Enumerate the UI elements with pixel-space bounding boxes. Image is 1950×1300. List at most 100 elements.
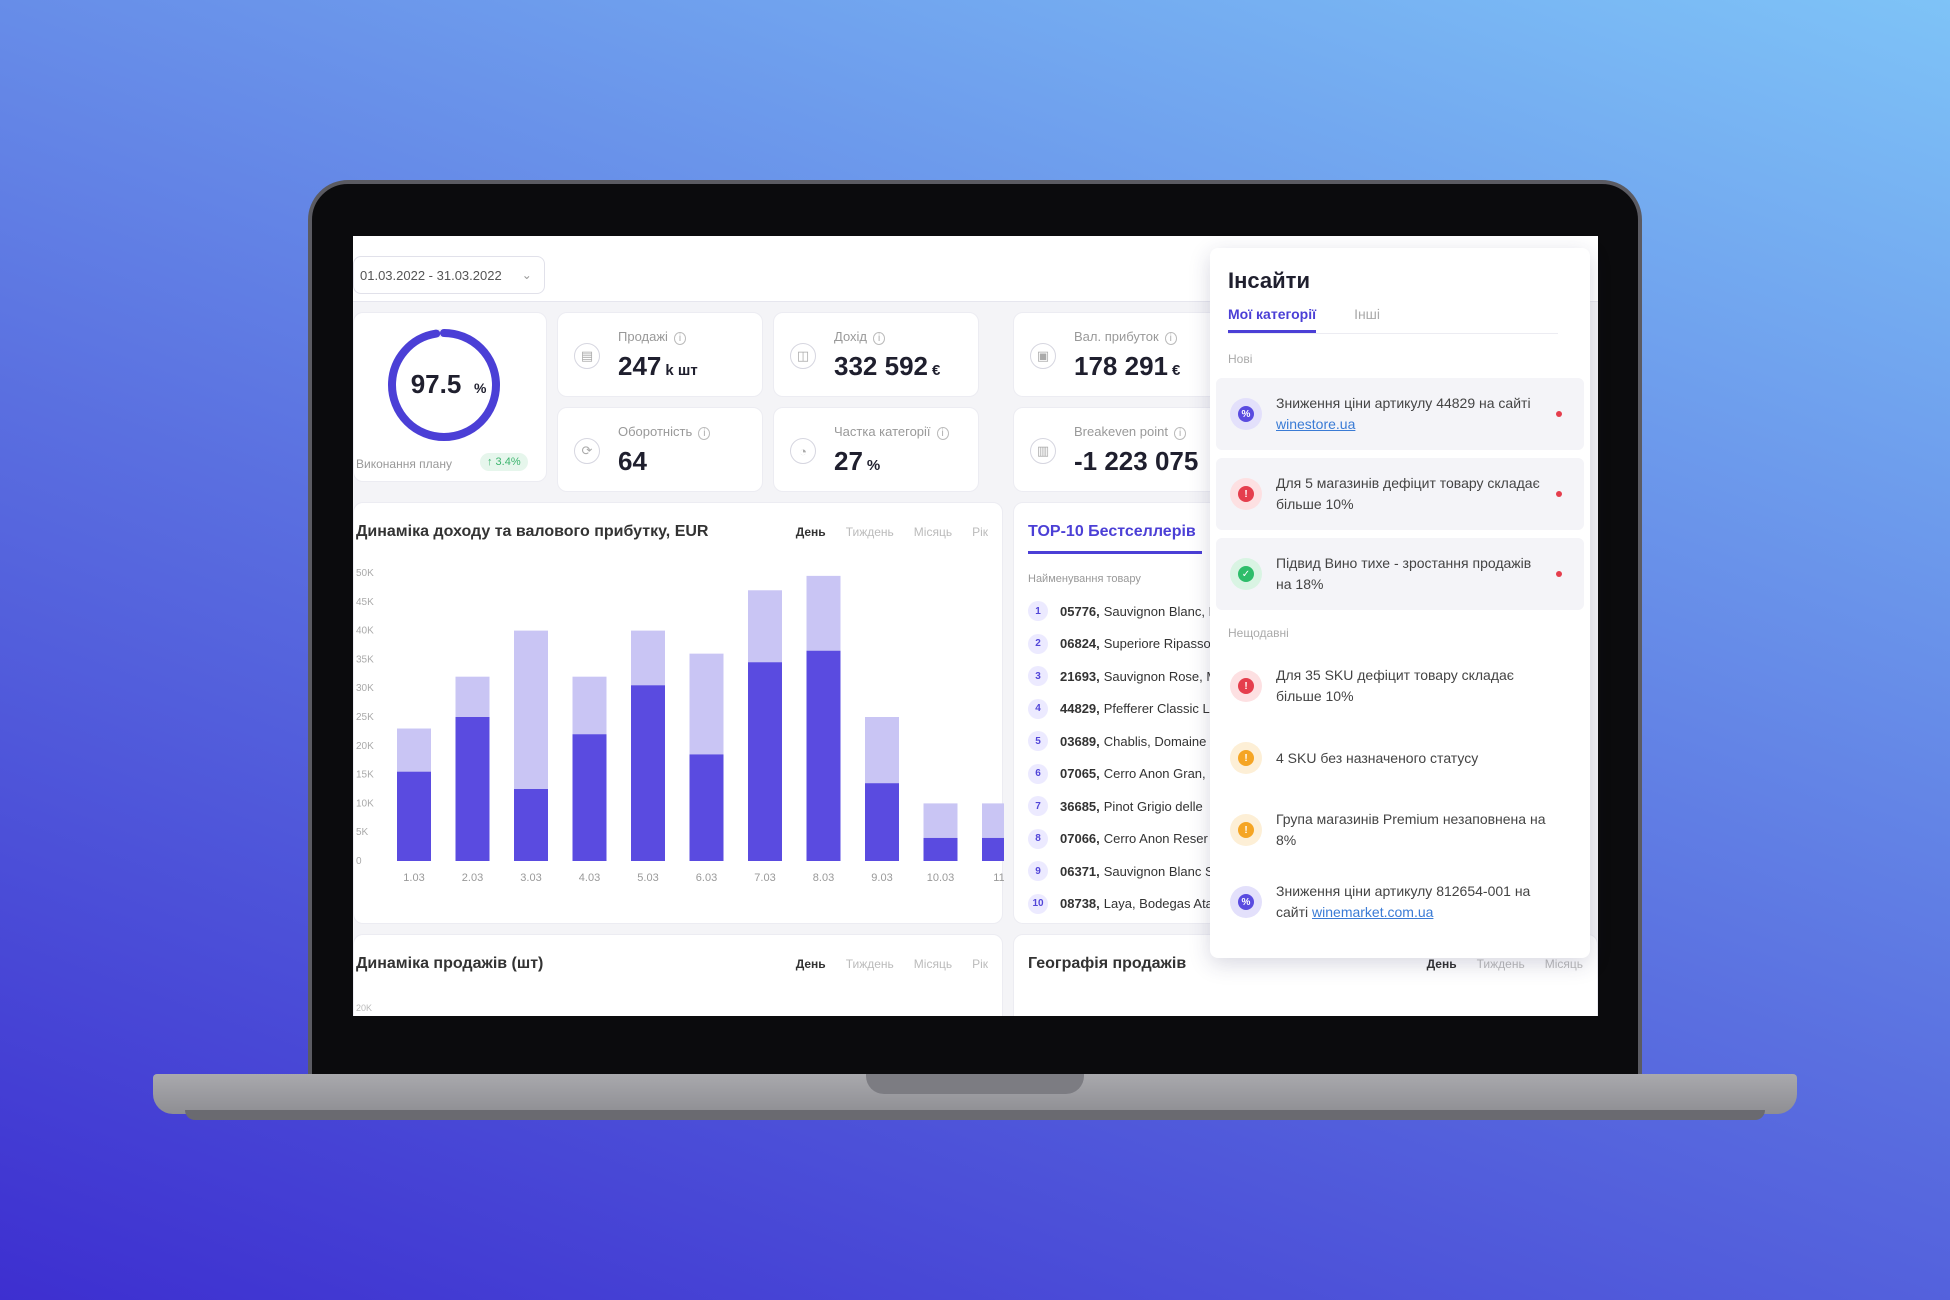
item-name: Chablis, Domaine <box>1103 733 1207 749</box>
insight-item[interactable]: % Зниження ціни артикулу 812654-001 на с… <box>1216 866 1584 938</box>
bar-profit[interactable] <box>572 734 607 861</box>
list-icon: ▤ <box>574 343 600 369</box>
period-tab-day[interactable]: День <box>795 957 826 971</box>
list-item[interactable]: 5 03689, Chablis, Domaine <box>1028 725 1232 758</box>
period-tab-day[interactable]: День <box>1426 957 1457 971</box>
insight-item[interactable]: % Зниження ціни артикулу 44829 на сайті … <box>1216 378 1584 450</box>
list-item[interactable]: 4 44829, Pfefferer Classic L <box>1028 693 1232 726</box>
kpi-label: Частка категорії <box>834 424 931 439</box>
refresh-icon: ⟳ <box>574 438 600 464</box>
x-tick-label: 7.03 <box>754 872 775 884</box>
item-code: 07065, <box>1060 766 1100 782</box>
bar-profit[interactable] <box>455 717 490 861</box>
insight-item[interactable]: ! Група магазинів Premium незаповнена на… <box>1216 794 1584 866</box>
y-tick-label: 5K <box>356 827 369 838</box>
list-item[interactable]: 10 08738, Laya, Bodegas Ata <box>1028 888 1232 921</box>
bar-profit[interactable] <box>982 837 1004 861</box>
kpi-value: 178 291 <box>1074 351 1168 381</box>
info-icon[interactable]: i <box>673 332 687 345</box>
kpi-unit: € <box>931 362 941 379</box>
bar-profit[interactable] <box>631 685 665 861</box>
section-new-label: Нові <box>1228 352 1253 366</box>
y-tick-label: 15K <box>356 770 374 781</box>
bar-profit[interactable] <box>865 783 899 861</box>
list-item[interactable]: 8 07066, Cerro Anon Reser <box>1028 823 1232 856</box>
rank-badge: 7 <box>1028 796 1048 817</box>
kpi-label: Оборотність <box>618 424 693 439</box>
kpi-value: 64 <box>618 446 647 476</box>
tab-other[interactable]: Інші <box>1354 306 1381 322</box>
period-tab-month[interactable]: Місяць <box>1544 957 1583 971</box>
insight-text: Зниження ціни артикулу 812654-001 на сай… <box>1276 883 1531 920</box>
period-tab-month[interactable]: Місяць <box>913 525 953 539</box>
period-tab-week[interactable]: Тиждень <box>1476 957 1525 971</box>
bar-profit[interactable] <box>397 771 431 861</box>
item-code: 44829, <box>1060 701 1100 717</box>
kpi-card-revenue[interactable]: ◫ Дохід i 332 592 € <box>773 312 979 397</box>
kpi-unit: % <box>866 457 881 474</box>
item-name: Cerro Anon Reser <box>1103 831 1208 847</box>
plan-unit: % <box>474 380 487 396</box>
bar-profit[interactable] <box>689 754 724 861</box>
info-icon[interactable]: i <box>1173 427 1187 440</box>
insight-item[interactable]: ! Для 35 SKU дефіцит товару складає біль… <box>1216 650 1584 722</box>
geo-chart-title: Географія продажів <box>1028 955 1187 972</box>
period-tab-week[interactable]: Тиждень <box>845 957 894 971</box>
sales-chart-card: Динаміка продажів (шт) День Тиждень Міся… <box>353 934 1003 1016</box>
y-tick-label: 50K <box>356 568 374 579</box>
revenue-bar-chart: 0 5K 10K 15K 20K 25K 30K 35K 40K 45K 50K 1.03 2.03 3.… <box>356 568 1004 884</box>
list-item[interactable]: 3 21693, Sauvignon Rose, M <box>1028 660 1232 693</box>
kpi-card-gross-profit[interactable]: ▣ Вал. прибуток i 178 291 € <box>1013 312 1219 397</box>
list-item[interactable]: 7 36685, Pinot Grigio delle <box>1028 790 1232 823</box>
info-icon[interactable]: i <box>873 332 886 345</box>
x-tick-label: 11 <box>993 872 1004 884</box>
top10-tab[interactable]: TOP-10 Бестселлерів <box>1028 523 1196 540</box>
bar-profit[interactable] <box>806 650 841 861</box>
insight-text: Для 35 SKU дефіцит товару складає більше… <box>1276 667 1514 704</box>
info-icon[interactable]: i <box>936 427 949 440</box>
insight-item[interactable]: ! Для 5 магазинів дефіцит товару складає… <box>1216 458 1584 530</box>
rank-badge: 10 <box>1028 893 1048 914</box>
unread-dot <box>1556 571 1562 577</box>
insight-item[interactable]: ! 4 SKU без назначеного статусу <box>1216 722 1584 794</box>
info-icon[interactable]: i <box>1164 332 1177 345</box>
period-tab-day[interactable]: День <box>795 525 826 539</box>
sales-chart-tick: 20K <box>356 1003 373 1013</box>
y-tick-label: 45K <box>356 597 374 608</box>
bar-profit[interactable] <box>923 837 958 861</box>
period-tab-year[interactable]: Рік <box>972 525 988 539</box>
item-code: 05776, <box>1060 603 1100 619</box>
rank-badge: 6 <box>1028 763 1048 784</box>
kpi-card-category-share[interactable]: ◔ Частка категорії i 27% <box>773 407 979 492</box>
insight-link[interactable]: winestore.ua <box>1276 416 1356 432</box>
item-name: Sauvignon Rose, M <box>1103 668 1218 684</box>
bar-profit[interactable] <box>514 789 548 861</box>
tab-my-categories[interactable]: Мої категорії <box>1228 306 1317 333</box>
insight-text: 4 SKU без назначеного статусу <box>1276 749 1479 766</box>
kpi-value: 247 <box>618 351 662 381</box>
info-icon[interactable]: i <box>698 427 711 440</box>
insights-title: Інсайти <box>1228 268 1310 293</box>
y-tick-label: 35K <box>356 654 374 665</box>
alert-icon: ! <box>1230 478 1262 510</box>
x-tick-label: 3.03 <box>520 872 541 884</box>
list-item[interactable]: 6 07065, Cerro Anon Gran, I <box>1028 758 1232 791</box>
kpi-card-sales[interactable]: ▤ Продажі i 247 k шт <box>557 312 763 397</box>
item-code: 36685, <box>1060 798 1100 814</box>
insight-item[interactable]: ✓ Підвид Вино тихе - зростання продажів … <box>1216 538 1584 610</box>
list-item[interactable]: 2 06824, Superiore Ripasso <box>1028 628 1232 661</box>
chevron-down-icon[interactable]: ⌄ <box>521 268 532 282</box>
bar-profit[interactable] <box>748 662 782 861</box>
period-tab-year[interactable]: Рік <box>972 957 988 971</box>
period-tab-month[interactable]: Місяць <box>913 957 953 971</box>
date-range-picker[interactable]: 01.03.2022 - 31.03.2022 ⌄ <box>353 256 545 294</box>
kpi-card-breakeven[interactable]: ▥ Breakeven point i -1 223 075 <box>1013 407 1219 492</box>
kpi-card-turnover[interactable]: ⟳ Оборотність i 64 <box>557 407 763 492</box>
period-tab-week[interactable]: Тиждень <box>845 525 894 539</box>
insight-text: Група магазинів Premium незаповнена на 8… <box>1276 811 1546 848</box>
warning-icon: ! <box>1230 814 1262 846</box>
list-item[interactable]: 9 06371, Sauvignon Blanc S <box>1028 855 1232 888</box>
list-item[interactable]: 1 05776, Sauvignon Blanc, I <box>1028 595 1232 628</box>
insight-link[interactable]: winemarket.com.ua <box>1312 904 1434 920</box>
revenue-chart-title: Динаміка доходу та валового прибутку, EU… <box>356 523 709 540</box>
